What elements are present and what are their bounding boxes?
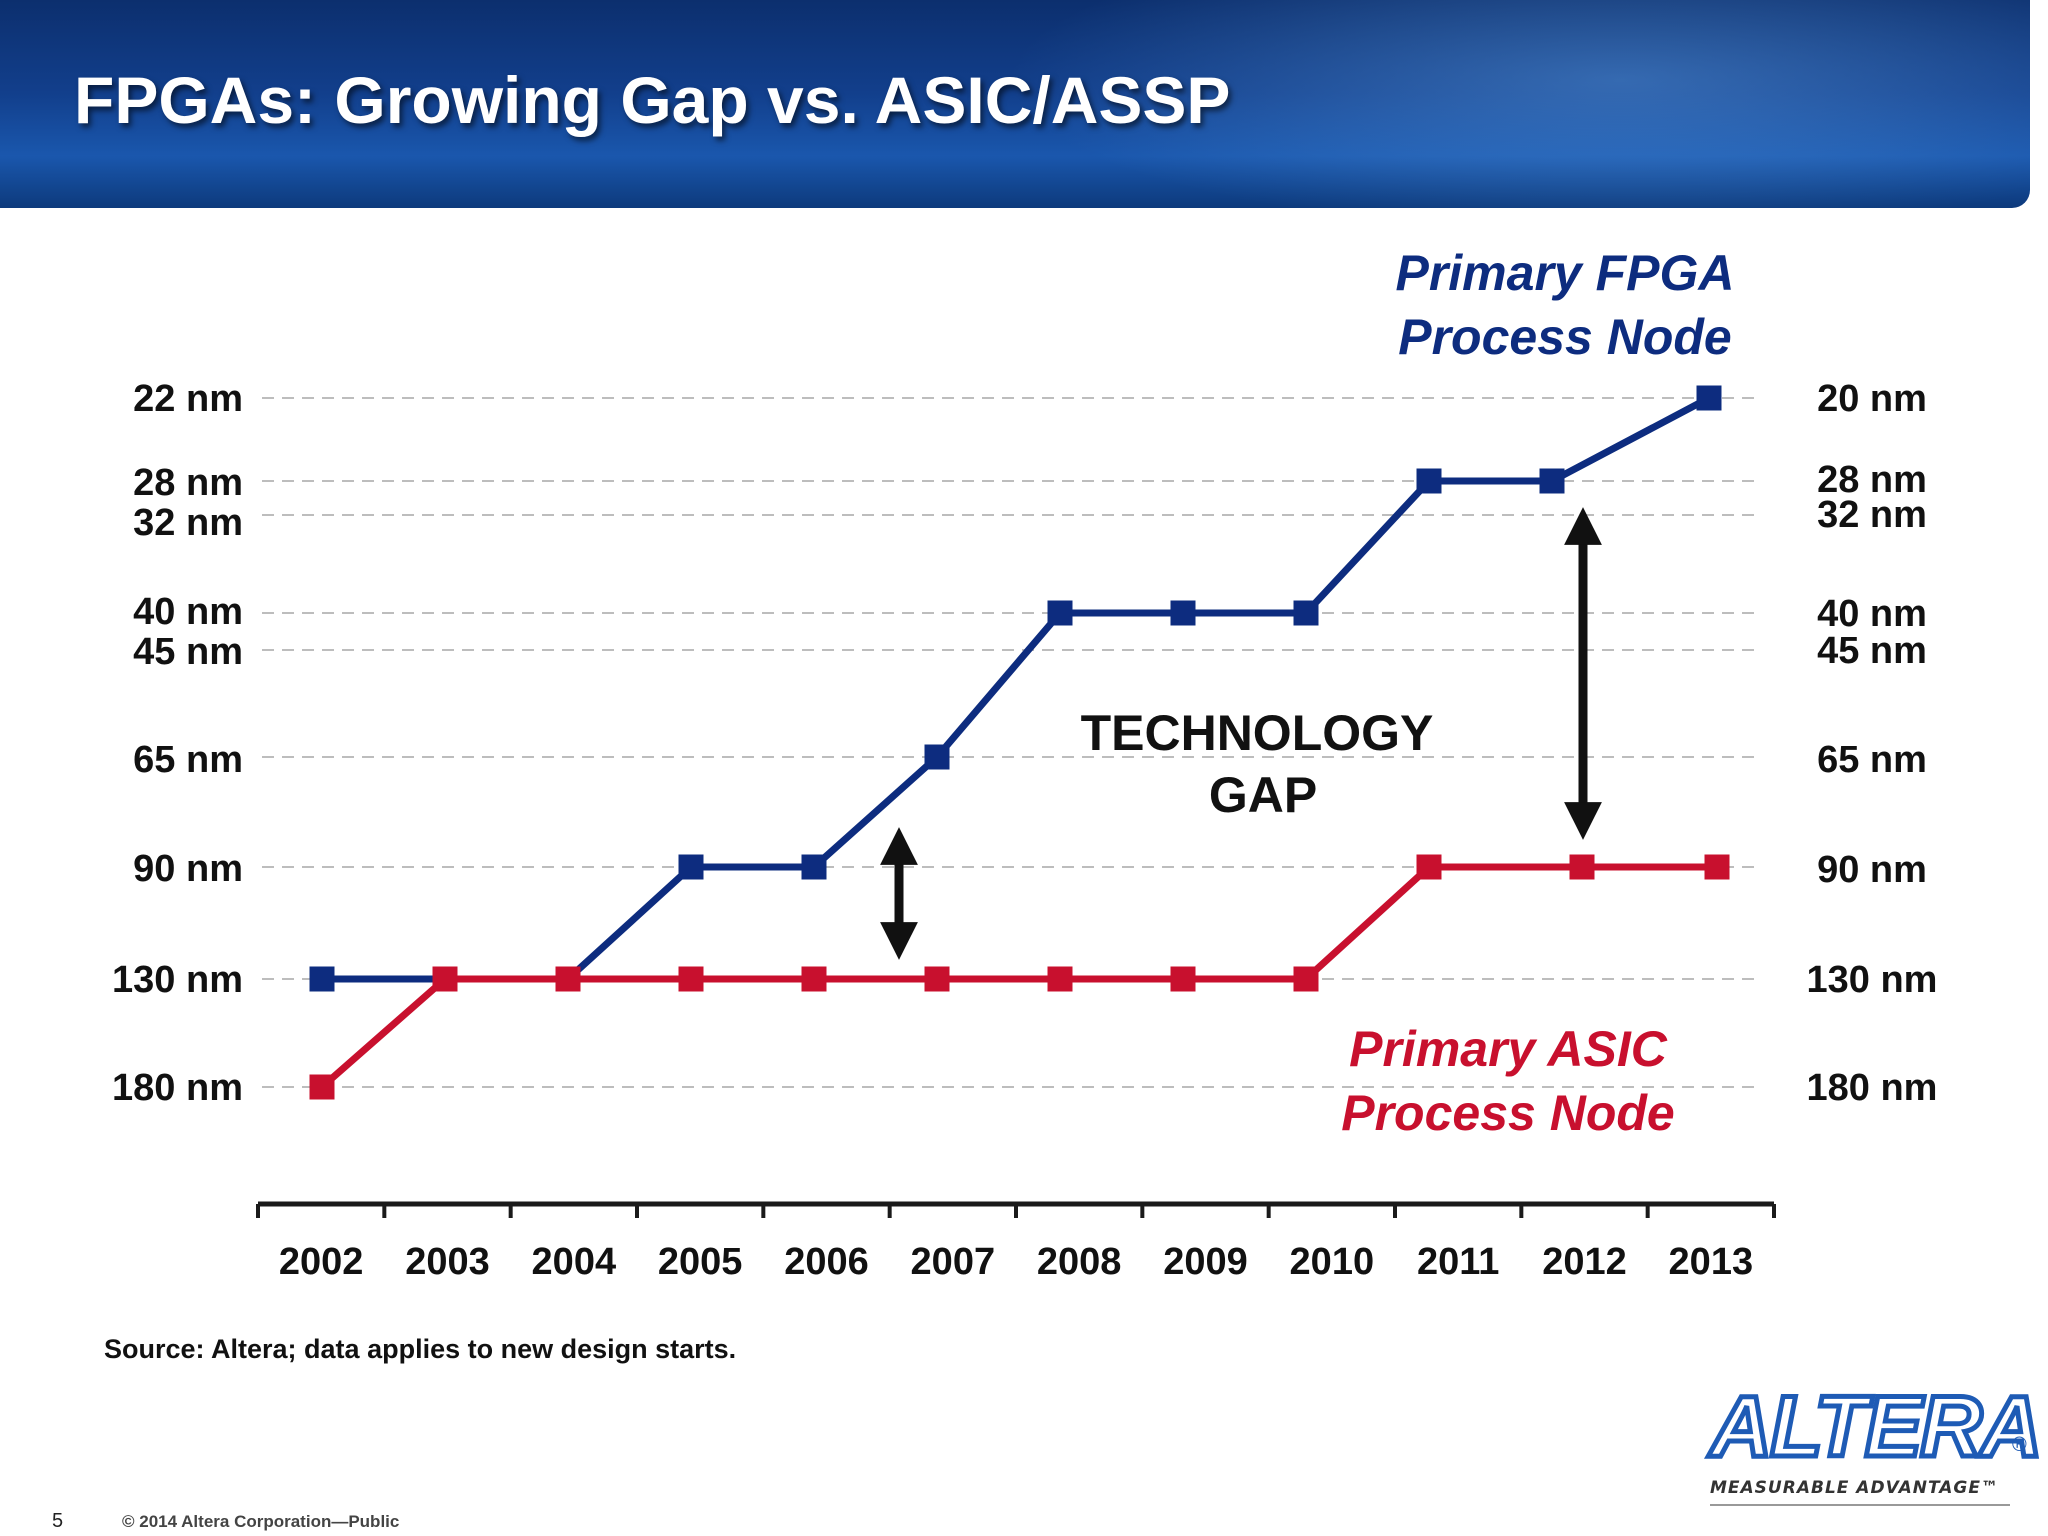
x-tick-label: 2004 xyxy=(532,1241,617,1283)
y-tick-label-right: 180 nm xyxy=(1807,1067,1938,1109)
technology-gap-label: TECHNOLOGY xyxy=(1081,705,1434,761)
y-tick-label-right: 65 nm xyxy=(1817,739,1927,781)
x-tick-label: 2013 xyxy=(1669,1241,1754,1283)
title-banner: FPGAs: Growing Gap vs. ASIC/ASSP xyxy=(0,0,2030,208)
x-tick-label: 2007 xyxy=(911,1241,996,1283)
data-point xyxy=(1704,854,1730,880)
y-tick-label-right: 90 nm xyxy=(1817,849,1927,891)
x-tick-label: 2006 xyxy=(784,1241,869,1283)
data-point xyxy=(924,966,950,992)
y-tick-label-right: 20 nm xyxy=(1817,378,1927,420)
data-point xyxy=(1170,966,1196,992)
series-label: Process Node xyxy=(1398,309,1731,365)
y-tick-label-left: 130 nm xyxy=(112,959,243,1001)
x-tick-label: 2002 xyxy=(279,1241,364,1283)
x-tick-label: 2008 xyxy=(1037,1241,1122,1283)
altera-logo: ALTERA ® MEASURABLE ADVANTAGE™ xyxy=(1700,1377,2045,1518)
y-tick-label-left: 32 nm xyxy=(133,502,243,544)
y-tick-label-right: 45 nm xyxy=(1817,630,1927,672)
series-line xyxy=(319,863,1717,1090)
y-tick-label-right: 40 nm xyxy=(1817,593,1927,635)
x-tick-label: 2005 xyxy=(658,1241,743,1283)
x-tick-label: 2003 xyxy=(405,1241,490,1283)
y-tick-label-right: 32 nm xyxy=(1817,494,1927,536)
data-point xyxy=(801,854,827,880)
series-label: Primary ASIC xyxy=(1349,1021,1668,1077)
data-point xyxy=(1569,854,1595,880)
x-tick-label: 2010 xyxy=(1290,1241,1375,1283)
data-point xyxy=(309,1074,335,1100)
data-point xyxy=(924,744,950,770)
data-point xyxy=(1047,600,1073,626)
y-tick-label-left: 22 nm xyxy=(133,378,243,420)
data-point xyxy=(1293,966,1319,992)
slide-title: FPGAs: Growing Gap vs. ASIC/ASSP xyxy=(74,63,1231,137)
data-point xyxy=(801,966,827,992)
data-point xyxy=(1170,600,1196,626)
series-label: Process Node xyxy=(1341,1085,1674,1141)
x-tick-label: 2009 xyxy=(1163,1241,1248,1283)
logo-wordmark: ALTERA xyxy=(1707,1377,2044,1478)
data-point xyxy=(1416,854,1442,880)
data-point xyxy=(1293,600,1319,626)
y-tick-label-left: 45 nm xyxy=(133,631,243,673)
logo-tagline: MEASURABLE ADVANTAGE™ xyxy=(1710,1478,1999,1498)
logo-tagline-underline xyxy=(1710,1504,2010,1506)
x-tick-label: 2011 xyxy=(1417,1241,1499,1283)
data-point xyxy=(555,966,581,992)
y-tick-label-left: 28 nm xyxy=(133,462,243,504)
logo-registered-mark: ® xyxy=(2012,1434,2027,1456)
y-tick-label-left: 65 nm xyxy=(133,739,243,781)
series-label: Primary FPGA xyxy=(1395,245,1734,301)
y-tick-label-left: 40 nm xyxy=(133,591,243,633)
y-tick-label-left: 180 nm xyxy=(112,1067,243,1109)
y-tick-label-right: 130 nm xyxy=(1807,959,1938,1001)
x-tick-label: 2012 xyxy=(1542,1241,1627,1283)
data-point xyxy=(678,854,704,880)
data-point xyxy=(1539,468,1565,494)
page-number: 5 xyxy=(52,1510,64,1532)
data-point xyxy=(309,966,335,992)
data-point xyxy=(678,966,704,992)
data-point xyxy=(432,966,458,992)
data-point xyxy=(1696,385,1722,411)
series-line xyxy=(322,394,1711,983)
data-point xyxy=(1416,468,1442,494)
data-point xyxy=(1047,966,1073,992)
y-tick-label-right: 28 nm xyxy=(1817,459,1927,501)
y-tick-label-left: 90 nm xyxy=(133,848,243,890)
source-note: Source: Altera; data applies to new desi… xyxy=(104,1334,737,1364)
technology-gap-label: GAP xyxy=(1209,767,1317,823)
copyright-notice: © 2014 Altera Corporation—Public xyxy=(122,1512,400,1531)
